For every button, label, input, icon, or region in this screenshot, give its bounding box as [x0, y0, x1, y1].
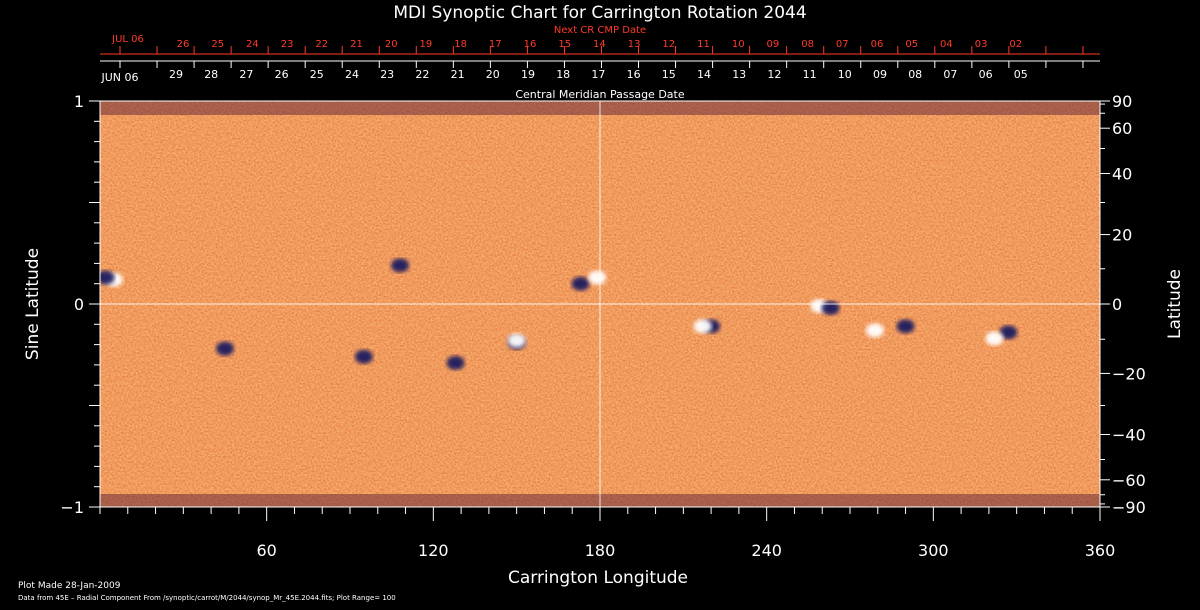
next-cr-date: 22	[315, 39, 328, 50]
next-cr-date: 05	[905, 39, 918, 50]
cmp-date: 21	[451, 68, 465, 81]
footer-data-source: Data from 45E – Radial Component From /s…	[18, 594, 396, 602]
cmp-date: 26	[275, 68, 289, 81]
x-axis: 60 120 180 240 300 360	[99, 507, 1116, 560]
next-cr-date: 18	[454, 39, 467, 50]
x-tick-label: 240	[751, 541, 782, 560]
footer-plot-made: Plot Made 28-Jan-2009	[18, 581, 121, 591]
x-tick-label: 60	[256, 541, 276, 560]
next-cr-date: 16	[524, 39, 537, 50]
cmp-date: 14	[697, 68, 711, 81]
active-region-negative	[446, 355, 465, 370]
next-cr-date: 19	[420, 39, 433, 50]
cmp-date: 27	[239, 68, 253, 81]
y-axis-right-label: Latitude	[1165, 269, 1185, 339]
active-region-positive	[507, 333, 526, 348]
y-right-tick-label: 90	[1112, 92, 1132, 111]
next-cr-date: 06	[871, 39, 884, 50]
next-cr-date: 08	[801, 39, 814, 50]
next-cr-axis-label: Next CR CMP Date	[554, 25, 646, 36]
next-cr-date: 02	[1009, 39, 1022, 50]
active-region-positive	[693, 319, 712, 334]
cmp-axis: JUN 06 Central Meridian Passage Date 29 2…	[100, 61, 1084, 101]
y-right-tick-label: 60	[1112, 119, 1132, 138]
next-cr-date: 14	[593, 39, 606, 50]
x-tick-label: 300	[918, 541, 949, 560]
cmp-date: 08	[908, 68, 922, 81]
next-cr-month-label: JUL 06	[111, 34, 144, 45]
cmp-date: 09	[873, 68, 887, 81]
cmp-date: 15	[662, 68, 676, 81]
next-cr-date: 24	[246, 39, 259, 50]
next-cr-date: 25	[211, 39, 224, 50]
active-region-positive	[588, 270, 607, 285]
active-region-negative	[216, 341, 234, 356]
active-region-negative	[896, 319, 915, 334]
active-region-negative	[354, 349, 373, 364]
y-left-tick-label: 1	[74, 92, 84, 111]
cmp-date: 05	[1014, 68, 1028, 81]
next-cr-date: 09	[767, 39, 780, 50]
active-region-positive	[985, 331, 1004, 346]
y-right-tick-label: 0	[1112, 295, 1122, 314]
next-cr-date: 15	[558, 39, 571, 50]
y-axis-left: 1 0 −1	[60, 92, 100, 517]
cmp-date: 25	[310, 68, 324, 81]
x-tick-label: 180	[585, 541, 616, 560]
active-region-negative	[571, 276, 590, 291]
next-cr-date: 11	[697, 39, 710, 50]
cmp-date: 23	[380, 68, 394, 81]
next-cr-date: 07	[836, 39, 849, 50]
y-right-tick-label: −90	[1112, 498, 1146, 517]
next-cr-date: 12	[662, 39, 675, 50]
next-cr-date: 13	[628, 39, 641, 50]
y-left-tick-label: −1	[60, 498, 84, 517]
active-region-negative	[821, 301, 840, 316]
next-cr-date: 20	[385, 39, 398, 50]
cmp-date: 18	[556, 68, 570, 81]
y-axis-right: 90 60 40 20 0 −20 −40 −60 −90	[1100, 92, 1146, 517]
cmp-date: 24	[345, 68, 359, 81]
cmp-date: 20	[486, 68, 500, 81]
y-axis-left-label: Sine Latitude	[23, 248, 43, 360]
active-region-positive	[866, 323, 884, 338]
cmp-date: 28	[204, 68, 218, 81]
cmp-date: 29	[169, 68, 183, 81]
y-left-tick-label: 0	[74, 295, 84, 314]
cmp-date: 07	[943, 68, 957, 81]
next-cr-date: 04	[940, 39, 953, 50]
y-right-tick-label: 40	[1112, 165, 1132, 184]
next-cr-date: 17	[489, 39, 502, 50]
cmp-date: 10	[838, 68, 852, 81]
x-tick-label: 360	[1085, 541, 1116, 560]
cmp-date: 11	[803, 68, 817, 81]
next-cr-date: 03	[975, 39, 988, 50]
cmp-date: 22	[415, 68, 429, 81]
active-region-negative	[100, 270, 115, 285]
next-cr-axis: Next CR CMP Date JUL 06 26 25 24 23 22 21 20 19…	[111, 25, 1084, 54]
x-axis-label: Carrington Longitude	[508, 568, 688, 588]
cmp-date: 17	[591, 68, 605, 81]
cmp-date: 19	[521, 68, 535, 81]
x-tick-label: 120	[418, 541, 449, 560]
active-region-negative	[391, 258, 409, 273]
y-right-tick-label: −40	[1112, 425, 1146, 444]
y-right-tick-label: −60	[1112, 471, 1146, 490]
cmp-month-label: JUN 06	[100, 71, 138, 84]
next-cr-date: 10	[732, 39, 745, 50]
y-right-tick-label: −20	[1112, 364, 1146, 383]
active-region-negative	[999, 325, 1018, 340]
cmp-date: 12	[767, 68, 781, 81]
next-cr-date: 21	[350, 39, 363, 50]
next-cr-date: 26	[177, 39, 190, 50]
y-right-tick-label: 20	[1112, 226, 1132, 245]
cmp-axis-label: Central Meridian Passage Date	[515, 88, 684, 101]
cmp-date: 13	[732, 68, 746, 81]
cmp-date: 16	[627, 68, 641, 81]
cmp-date: 06	[979, 68, 993, 81]
next-cr-date: 23	[281, 39, 294, 50]
chart-title: MDI Synoptic Chart for Carrington Rotati…	[393, 3, 806, 23]
